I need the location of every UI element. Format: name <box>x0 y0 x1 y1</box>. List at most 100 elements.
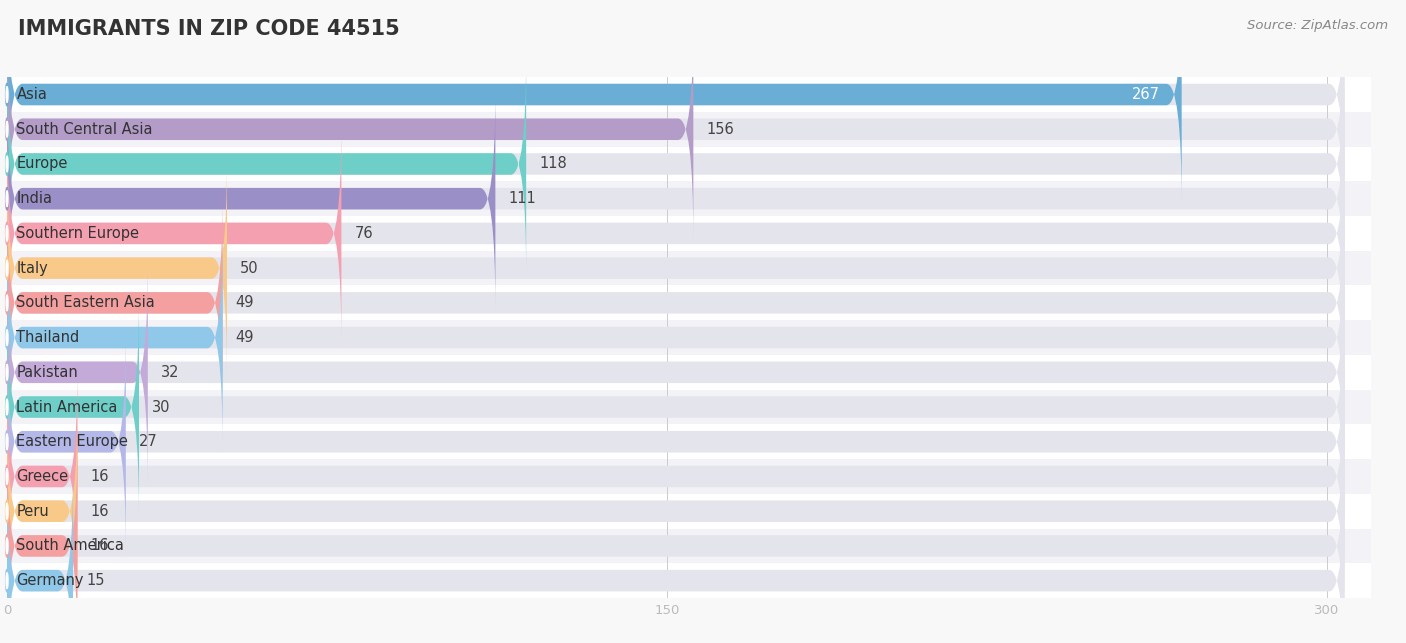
FancyBboxPatch shape <box>7 192 222 413</box>
Circle shape <box>6 295 8 311</box>
FancyBboxPatch shape <box>7 296 1344 518</box>
FancyBboxPatch shape <box>7 331 125 552</box>
FancyBboxPatch shape <box>7 435 1344 643</box>
FancyBboxPatch shape <box>7 19 1344 240</box>
Circle shape <box>6 365 8 380</box>
Text: 267: 267 <box>1132 87 1160 102</box>
Text: 16: 16 <box>90 503 110 519</box>
Text: Pakistan: Pakistan <box>17 365 79 380</box>
Text: Greece: Greece <box>17 469 69 484</box>
Circle shape <box>6 330 8 345</box>
FancyBboxPatch shape <box>7 227 222 448</box>
Circle shape <box>6 153 8 175</box>
Circle shape <box>6 503 8 519</box>
Bar <box>7 112 1371 147</box>
FancyBboxPatch shape <box>7 401 77 622</box>
Bar <box>7 320 1371 355</box>
Text: 15: 15 <box>86 573 104 588</box>
Bar <box>7 529 1371 563</box>
FancyBboxPatch shape <box>7 227 1344 448</box>
Circle shape <box>6 260 8 276</box>
FancyBboxPatch shape <box>7 0 1344 205</box>
Bar <box>7 216 1371 251</box>
Bar <box>7 147 1371 181</box>
Text: Latin America: Latin America <box>17 399 118 415</box>
Circle shape <box>6 466 8 487</box>
Bar <box>7 285 1371 320</box>
FancyBboxPatch shape <box>7 192 1344 413</box>
Circle shape <box>6 122 8 137</box>
Circle shape <box>6 431 8 453</box>
Circle shape <box>6 84 8 105</box>
Circle shape <box>6 327 8 349</box>
Text: 30: 30 <box>152 399 170 415</box>
FancyBboxPatch shape <box>7 88 495 309</box>
Bar <box>7 494 1371 529</box>
FancyBboxPatch shape <box>7 19 693 240</box>
Text: Germany: Germany <box>17 573 84 588</box>
Text: 16: 16 <box>90 538 110 554</box>
Text: India: India <box>17 191 52 206</box>
Text: 156: 156 <box>707 122 734 137</box>
FancyBboxPatch shape <box>7 158 1344 379</box>
Text: Europe: Europe <box>17 156 67 172</box>
Text: South Eastern Asia: South Eastern Asia <box>17 295 155 311</box>
Text: 27: 27 <box>139 434 157 449</box>
FancyBboxPatch shape <box>7 435 77 643</box>
Bar <box>7 459 1371 494</box>
Text: Peru: Peru <box>17 503 49 519</box>
Circle shape <box>6 191 8 206</box>
Circle shape <box>6 570 8 592</box>
Bar <box>7 251 1371 285</box>
Circle shape <box>6 500 8 522</box>
Circle shape <box>6 226 8 241</box>
Circle shape <box>6 396 8 418</box>
Circle shape <box>6 188 8 210</box>
Circle shape <box>6 434 8 449</box>
FancyBboxPatch shape <box>7 262 1344 483</box>
Circle shape <box>6 257 8 279</box>
Text: 32: 32 <box>162 365 180 380</box>
Text: 49: 49 <box>236 330 254 345</box>
Bar <box>7 77 1371 112</box>
Circle shape <box>6 361 8 383</box>
FancyBboxPatch shape <box>7 88 1344 309</box>
Circle shape <box>6 118 8 140</box>
Bar <box>7 181 1371 216</box>
FancyBboxPatch shape <box>7 53 526 275</box>
Circle shape <box>6 156 8 172</box>
Circle shape <box>6 222 8 244</box>
Circle shape <box>6 87 8 102</box>
FancyBboxPatch shape <box>7 0 1181 205</box>
Text: South Central Asia: South Central Asia <box>17 122 153 137</box>
Circle shape <box>6 538 8 554</box>
FancyBboxPatch shape <box>7 123 1344 344</box>
FancyBboxPatch shape <box>7 401 1344 622</box>
Text: 49: 49 <box>236 295 254 311</box>
Text: Southern Europe: Southern Europe <box>17 226 139 241</box>
Bar <box>7 563 1371 598</box>
Circle shape <box>6 469 8 484</box>
Bar <box>7 424 1371 459</box>
FancyBboxPatch shape <box>7 366 77 587</box>
Text: Italy: Italy <box>17 260 48 276</box>
FancyBboxPatch shape <box>7 158 226 379</box>
Text: 118: 118 <box>540 156 567 172</box>
Circle shape <box>6 573 8 588</box>
Circle shape <box>6 292 8 314</box>
Circle shape <box>6 535 8 557</box>
Text: Source: ZipAtlas.com: Source: ZipAtlas.com <box>1247 19 1388 32</box>
Text: 50: 50 <box>240 260 259 276</box>
FancyBboxPatch shape <box>7 470 73 643</box>
Text: Asia: Asia <box>17 87 48 102</box>
Text: 16: 16 <box>90 469 110 484</box>
Text: 76: 76 <box>354 226 373 241</box>
Text: Thailand: Thailand <box>17 330 80 345</box>
FancyBboxPatch shape <box>7 331 1344 552</box>
FancyBboxPatch shape <box>7 123 342 344</box>
Text: IMMIGRANTS IN ZIP CODE 44515: IMMIGRANTS IN ZIP CODE 44515 <box>18 19 401 39</box>
FancyBboxPatch shape <box>7 470 1344 643</box>
Text: 111: 111 <box>509 191 536 206</box>
Bar <box>7 355 1371 390</box>
FancyBboxPatch shape <box>7 53 1344 275</box>
